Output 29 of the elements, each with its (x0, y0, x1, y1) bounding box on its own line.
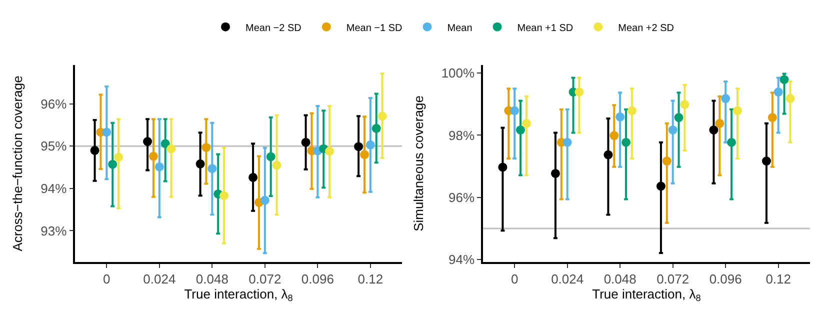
x-tick-label: 0.096 (301, 271, 334, 286)
y-tick-label: 96% (40, 96, 68, 112)
x-tick-label: 0 (510, 271, 518, 286)
x-tick-label: 0.048 (604, 271, 636, 286)
x-axis-title: True interaction, λ$_{8}$ (592, 286, 701, 304)
x-tick-label: 0.072 (656, 271, 690, 286)
x-tick-label: 0 (103, 271, 110, 286)
legend-label: Mean +1 SD (517, 22, 574, 34)
x-tick-label: 0.072 (248, 271, 282, 286)
x-tick-label: 0.12 (358, 271, 384, 286)
x-tick-label: 0.024 (143, 271, 176, 286)
y-axis-title: Simultaneous coverage (410, 96, 426, 232)
legend-label: Mean (447, 22, 472, 34)
x-axis-title: True interaction, λ$_{8}$ (184, 286, 293, 304)
legend-label: Mean +2 SD (618, 22, 674, 34)
y-tick-label: 94% (40, 180, 68, 196)
x-tick-label: 0.096 (709, 271, 742, 286)
y-tick-label: 100% (441, 66, 476, 81)
x-tick-label: 0.048 (196, 271, 228, 286)
y-tick-label: 94% (448, 252, 476, 268)
y-tick-label: 93% (40, 223, 68, 238)
y-tick-label: 96% (448, 190, 476, 205)
legend-label: Mean −2 SD (246, 22, 302, 34)
x-tick-label: 0.12 (766, 271, 791, 286)
y-axis-title: Across−the−function coverage (10, 76, 26, 252)
legend-label: Mean −1 SD (346, 22, 402, 34)
y-tick-label: 95% (40, 138, 68, 154)
x-tick-label: 0.024 (551, 271, 584, 286)
y-tick-label: 98% (448, 128, 476, 143)
